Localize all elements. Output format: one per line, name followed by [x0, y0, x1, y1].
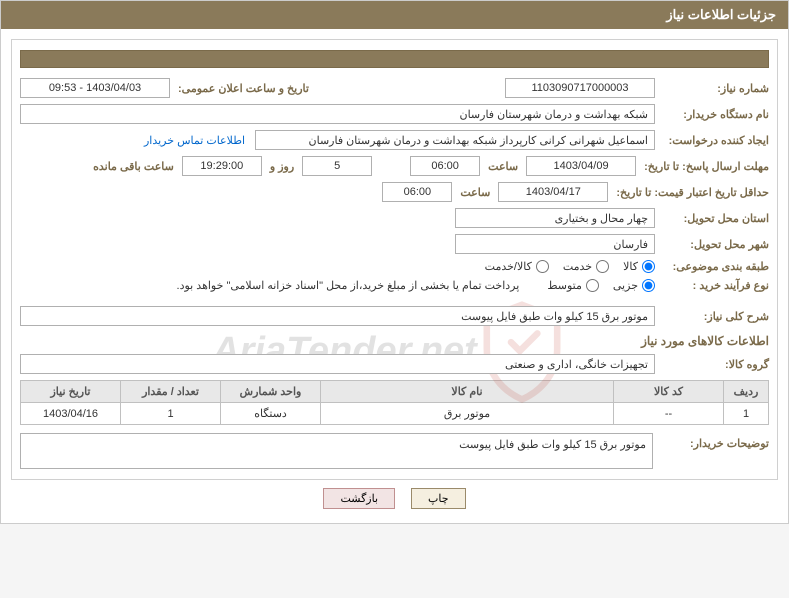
summary-label: شرح کلی نیاز: — [659, 310, 769, 323]
group-label: گروه کالا: — [659, 358, 769, 371]
goods-info-title: اطلاعات کالاهای مورد نیاز — [20, 334, 769, 348]
validity-label: حداقل تاریخ اعتبار قیمت: تا تاریخ: — [612, 186, 769, 199]
td-unit: دستگاه — [221, 403, 321, 425]
row-requester: ایجاد کننده درخواست: اسماعیل شهرانی کران… — [20, 130, 769, 150]
row-purchase-type: نوع فرآیند خرید : جزیی متوسط پرداخت تمام… — [20, 279, 769, 292]
radio-service-input[interactable] — [596, 260, 609, 273]
remark-box: موتور برق 15 کیلو وات طبق فایل پیوست — [20, 433, 653, 469]
deadline-date-field: 1403/04/09 — [526, 156, 636, 176]
contact-link[interactable]: اطلاعات تماس خریدار — [144, 134, 251, 147]
validity-time-label: ساعت — [456, 186, 494, 199]
radio-partial-label: جزیی — [613, 279, 638, 292]
announce-datetime-field: 1403/04/03 - 09:53 — [20, 78, 170, 98]
row-remark: توضیحات خریدار: موتور برق 15 کیلو وات طب… — [20, 433, 769, 469]
watermark-container: AriaTender.net شرح کلی نیاز: موتور برق 1… — [20, 306, 769, 374]
province-field: چهار محال و بختیاری — [455, 208, 655, 228]
row-city: شهر محل تحویل: فارسان — [20, 234, 769, 254]
td-qty: 1 — [121, 403, 221, 425]
row-category: طبقه بندی موضوعی: کالا خدمت کالا/خدمت — [20, 260, 769, 273]
th-name: نام کالا — [321, 381, 614, 403]
th-date: تاریخ نیاز — [21, 381, 121, 403]
radio-goods-input[interactable] — [642, 260, 655, 273]
remaining-time-field: 19:29:00 — [182, 156, 262, 176]
and-label: روز و — [266, 160, 298, 173]
row-summary: شرح کلی نیاز: موتور برق 15 کیلو وات طبق … — [20, 306, 769, 326]
radio-goods-service-label: کالا/خدمت — [485, 260, 532, 273]
back-button[interactable]: بازگشت — [323, 488, 395, 509]
table-header-row: ردیف کد کالا نام کالا واحد شمارش تعداد /… — [21, 381, 769, 403]
days-field: 5 — [302, 156, 372, 176]
city-label: شهر محل تحویل: — [659, 238, 769, 251]
validity-time-field: 06:00 — [382, 182, 452, 202]
category-radios: کالا خدمت کالا/خدمت — [485, 260, 655, 273]
row-group: گروه کالا: تجهیزات خانگی، اداری و صنعتی — [20, 354, 769, 374]
row-buyer: نام دستگاه خریدار: شبکه بهداشت و درمان ش… — [20, 104, 769, 124]
radio-medium-label: متوسط — [547, 279, 582, 292]
requester-field: اسماعیل شهرانی کرانی کارپرداز شبکه بهداش… — [255, 130, 655, 150]
city-field: فارسان — [455, 234, 655, 254]
requester-label: ایجاد کننده درخواست: — [659, 134, 769, 147]
radio-goods-service-input[interactable] — [536, 260, 549, 273]
content-outer: شماره نیاز: 1103090717000003 تاریخ و ساع… — [1, 29, 788, 523]
td-row: 1 — [724, 403, 769, 425]
summary-field: موتور برق 15 کیلو وات طبق فایل پیوست — [20, 306, 655, 326]
row-need-number: شماره نیاز: 1103090717000003 تاریخ و ساع… — [20, 78, 769, 98]
purchase-note: پرداخت تمام یا بخشی از مبلغ خرید،از محل … — [177, 279, 520, 292]
deadline-time-label: ساعت — [484, 160, 522, 173]
window-title: جزئیات اطلاعات نیاز — [666, 7, 776, 22]
td-name: موتور برق — [321, 403, 614, 425]
radio-medium-input[interactable] — [586, 279, 599, 292]
purchase-type-radios: جزیی متوسط — [547, 279, 655, 292]
validity-date-field: 1403/04/17 — [498, 182, 608, 202]
buyer-name-field: شبکه بهداشت و درمان شهرستان فارسان — [20, 104, 655, 124]
th-code: کد کالا — [614, 381, 724, 403]
th-unit: واحد شمارش — [221, 381, 321, 403]
row-province: استان محل تحویل: چهار محال و بختیاری — [20, 208, 769, 228]
row-validity: حداقل تاریخ اعتبار قیمت: تا تاریخ: 1403/… — [20, 182, 769, 202]
table-row: 1 -- موتور برق دستگاه 1 1403/04/16 — [21, 403, 769, 425]
radio-goods-service[interactable]: کالا/خدمت — [485, 260, 549, 273]
radio-goods-label: کالا — [623, 260, 638, 273]
radio-service-label: خدمت — [563, 260, 592, 273]
window: جزئیات اطلاعات نیاز شماره نیاز: 11030907… — [0, 0, 789, 524]
title-bar: جزئیات اطلاعات نیاز — [1, 1, 788, 29]
th-qty: تعداد / مقدار — [121, 381, 221, 403]
need-number-field: 1103090717000003 — [505, 78, 655, 98]
group-field: تجهیزات خانگی، اداری و صنعتی — [20, 354, 655, 374]
td-date: 1403/04/16 — [21, 403, 121, 425]
remark-label: توضیحات خریدار: — [659, 433, 769, 450]
button-row: چاپ بازگشت — [11, 480, 778, 513]
buyer-name-label: نام دستگاه خریدار: — [659, 108, 769, 121]
row-deadline: مهلت ارسال پاسخ: تا تاریخ: 1403/04/09 سا… — [20, 156, 769, 176]
content-inner: شماره نیاز: 1103090717000003 تاریخ و ساع… — [11, 39, 778, 480]
deadline-time-field: 06:00 — [410, 156, 480, 176]
province-label: استان محل تحویل: — [659, 212, 769, 225]
accent-bar — [20, 50, 769, 68]
purchase-type-label: نوع فرآیند خرید : — [659, 279, 769, 292]
category-label: طبقه بندی موضوعی: — [659, 260, 769, 273]
print-button[interactable]: چاپ — [411, 488, 466, 509]
goods-table: ردیف کد کالا نام کالا واحد شمارش تعداد /… — [20, 380, 769, 425]
remaining-label: ساعت باقی مانده — [89, 160, 178, 173]
radio-goods[interactable]: کالا — [623, 260, 655, 273]
need-number-label: شماره نیاز: — [659, 82, 769, 95]
radio-service[interactable]: خدمت — [563, 260, 609, 273]
td-code: -- — [614, 403, 724, 425]
radio-partial-input[interactable] — [642, 279, 655, 292]
announce-datetime-label: تاریخ و ساعت اعلان عمومی: — [174, 82, 313, 95]
radio-partial[interactable]: جزیی — [613, 279, 655, 292]
deadline-label: مهلت ارسال پاسخ: تا تاریخ: — [640, 160, 769, 173]
th-row: ردیف — [724, 381, 769, 403]
radio-medium[interactable]: متوسط — [547, 279, 599, 292]
